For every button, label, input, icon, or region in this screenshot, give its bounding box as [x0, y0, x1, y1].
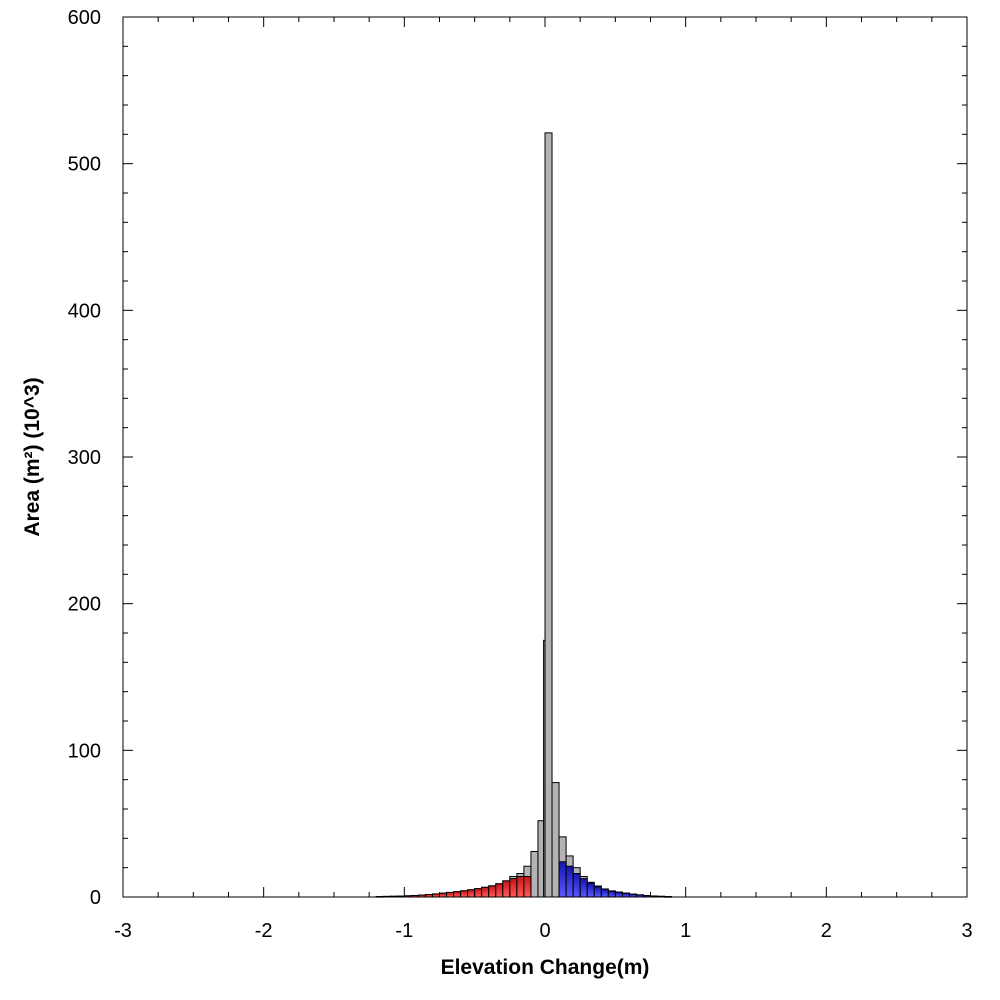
total-bar	[544, 132, 553, 898]
deposition-bar	[572, 873, 581, 898]
y-tick-label: 300	[68, 447, 101, 469]
total-bar	[530, 851, 539, 898]
y-tick-label: 500	[68, 154, 101, 176]
erosion-bar	[516, 875, 525, 898]
erosion-bars	[375, 875, 532, 898]
erosion-bar	[495, 883, 504, 898]
erosion-bar	[481, 886, 490, 898]
y-tick-label: 600	[68, 7, 101, 29]
y-tick-label: 0	[90, 887, 101, 909]
erosion-bar	[474, 888, 483, 898]
deposition-bar	[565, 865, 574, 898]
erosion-bar	[509, 878, 518, 898]
x-tick-label: 2	[821, 920, 832, 942]
deposition-bar	[579, 878, 588, 898]
deposition-bars	[558, 861, 673, 898]
total-bars	[375, 132, 673, 898]
deposition-bar	[593, 886, 602, 898]
erosion-bar	[446, 891, 455, 898]
deposition-bar	[586, 882, 595, 898]
erosion-bar	[488, 885, 497, 898]
deposition-bar	[558, 861, 567, 898]
erosion-bar	[439, 892, 448, 898]
erosion-bar	[467, 889, 476, 898]
deposition-bar	[621, 892, 630, 898]
x-tick-label: -2	[255, 920, 273, 942]
y-axis-label: Area (m²) (10^3)	[21, 377, 44, 536]
total-bar	[551, 782, 560, 898]
deposition-bar	[607, 890, 616, 898]
x-tick-label: 3	[961, 920, 972, 942]
deposition-bar	[600, 888, 609, 898]
erosion-bar	[460, 890, 469, 898]
axis-ticks	[122, 16, 968, 898]
y-tick-label: 200	[68, 594, 101, 616]
y-tick-label: 100	[68, 740, 101, 762]
x-tick-label: -1	[395, 920, 413, 942]
x-tick-label: 0	[539, 920, 550, 942]
x-tick-label: -3	[114, 920, 132, 942]
erosion-bar	[523, 875, 532, 898]
erosion-bar	[502, 880, 511, 898]
x-tick-labels: -3 -2 -1 0 1 2 3	[114, 920, 972, 942]
erosion-bar	[453, 891, 462, 898]
x-axis-label: Elevation Change(m)	[441, 956, 650, 979]
y-tick-labels: 0 100 200 300 400 500 600	[68, 7, 101, 909]
y-tick-label: 400	[68, 300, 101, 322]
x-tick-label: 1	[680, 920, 691, 942]
deposition-bar	[614, 891, 623, 898]
